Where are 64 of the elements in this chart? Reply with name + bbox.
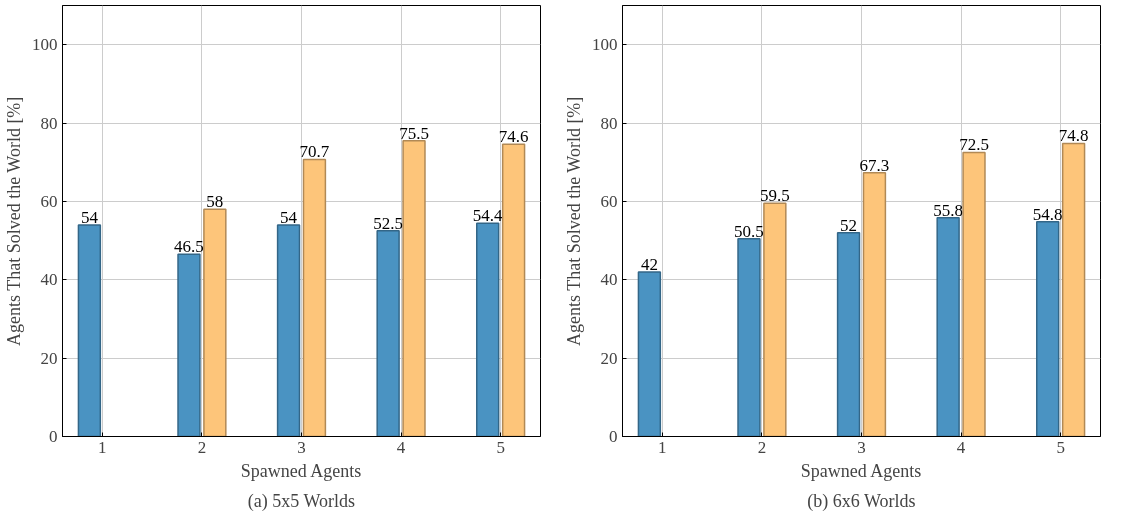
bar	[1036, 221, 1060, 437]
y-tick-label: 20	[40, 348, 58, 368]
x-axis-title: Spawned Agents	[800, 460, 922, 481]
x-tick-label: 1	[98, 437, 107, 457]
bar	[936, 217, 960, 437]
data-label: 46.5	[174, 237, 204, 257]
data-label: 54	[280, 207, 298, 227]
text: (a) 5x5 Worlds	[247, 490, 355, 512]
bar	[763, 202, 787, 437]
text: (b) 6x6 Worlds	[807, 490, 916, 512]
data-label: 54.4	[472, 206, 504, 226]
data-label: 55.8	[933, 200, 964, 220]
data-label: 72.5	[959, 135, 989, 155]
y-tick-label: 80	[600, 113, 618, 133]
x-tick-label: 2	[757, 437, 767, 457]
bar	[177, 253, 201, 437]
data-label: 74.6	[498, 127, 529, 147]
data-label: 52.5	[373, 213, 404, 233]
x-tick-label: 3	[857, 437, 866, 457]
bar	[203, 208, 227, 437]
data-label: 50.5	[734, 221, 764, 241]
bar	[402, 139, 426, 437]
bar	[376, 230, 400, 437]
x-tick-label: 4	[396, 437, 406, 457]
y-axis-title: Agents That Solved the World [%]	[4, 96, 24, 346]
x-tick-label: 3	[297, 437, 306, 457]
y-tick-label: 100	[592, 35, 618, 55]
bar	[836, 232, 861, 437]
bar	[637, 271, 662, 437]
y-tick-label: 40	[600, 270, 618, 290]
y-tick-label: 80	[40, 113, 58, 133]
data-label: 54.8	[1032, 204, 1063, 224]
x-tick-label: 4	[956, 437, 966, 457]
y-tick-label: 60	[40, 191, 58, 211]
x-tick-label: 2	[197, 437, 207, 457]
y-tick-label: 0	[609, 427, 618, 446]
data-label: 42	[640, 254, 658, 274]
data-label: 70.7	[299, 142, 330, 162]
data-label: 74.8	[1058, 126, 1089, 146]
x-tick-label: 5	[1056, 437, 1065, 457]
bar	[1061, 142, 1086, 437]
y-tick-label: 20	[600, 348, 618, 368]
data-label: 58	[206, 192, 224, 212]
bar	[276, 224, 301, 437]
bar	[737, 237, 761, 437]
x-axis-title: Spawned Agents	[240, 460, 362, 481]
bar	[501, 143, 526, 437]
y-axis-title: Agents That Solved the World [%]	[564, 96, 584, 346]
bar	[302, 158, 327, 437]
y-tick-label: 60	[600, 191, 618, 211]
bar	[962, 151, 986, 437]
data-label: 52	[840, 215, 858, 235]
data-label: 75.5	[399, 123, 429, 143]
data-label: 59.5	[759, 186, 790, 206]
y-tick-label: 0	[49, 427, 58, 446]
data-label: 54	[80, 207, 99, 227]
bar	[476, 222, 500, 437]
data-label: 67.3	[859, 155, 890, 175]
x-tick-label: 5	[496, 437, 505, 457]
bar	[862, 172, 887, 437]
y-tick-label: 100	[32, 35, 58, 55]
x-tick-label: 1	[658, 437, 667, 457]
y-tick-label: 40	[40, 270, 58, 290]
bar	[77, 224, 102, 437]
